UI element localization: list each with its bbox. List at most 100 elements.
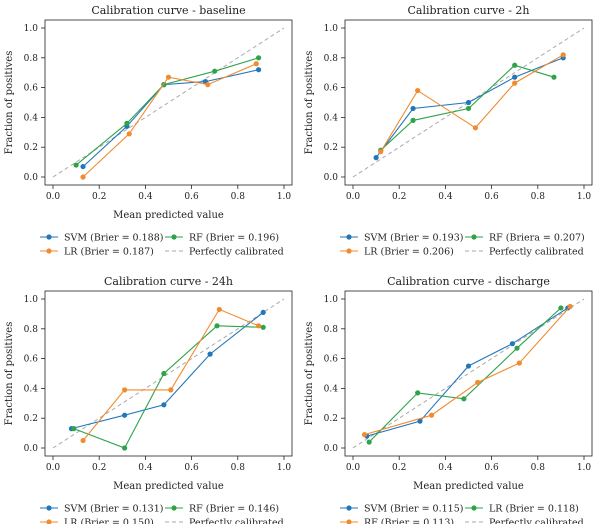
y-tick-label: 0.2 [24, 414, 38, 424]
data-point-lr [428, 412, 435, 418]
legend-marker [46, 234, 52, 240]
x-tick-label: 1.0 [577, 463, 592, 473]
data-point-lr [80, 174, 86, 180]
legend-label: LR (Brier = 0.150) [64, 518, 154, 524]
plot-frame [344, 19, 593, 186]
data-point-svm [465, 99, 472, 106]
series-line-lr [82, 308, 259, 441]
y-tick-label: 0.6 [324, 84, 339, 94]
data-point-lr [168, 387, 174, 393]
chart-title: Calibration curve - 24h [104, 275, 233, 288]
data-point-rf [512, 62, 518, 68]
data-point-rf [410, 117, 416, 123]
data-point-rf [212, 68, 218, 74]
x-tick-label: 0.4 [438, 192, 453, 202]
data-point-lr [378, 149, 384, 155]
data-point-rf [73, 162, 79, 168]
data-point-lr [415, 87, 421, 94]
y-axis-label: Fraction of positives [4, 51, 15, 155]
x-tick-label: 0.6 [184, 463, 199, 473]
x-axis-label: Mean predicted value [413, 481, 524, 492]
y-tick-label: 0.0 [324, 444, 339, 454]
legend-marker [471, 505, 477, 511]
data-point-rf [514, 345, 520, 351]
data-point-lr [126, 131, 132, 137]
y-tick-label: 0.2 [324, 143, 338, 153]
legend-marker [171, 505, 177, 511]
x-tick-label: 0.6 [484, 463, 499, 473]
y-tick-label: 0.0 [324, 173, 339, 183]
legend-label: LR (Brier = 0.187) [64, 247, 154, 258]
y-tick-label: 1.0 [24, 24, 39, 34]
x-tick-label: 0.4 [138, 463, 153, 473]
legend-label: LR (Brier = 0.206) [364, 247, 454, 258]
legend-marker [346, 519, 352, 524]
legend-item: Perfectly calibrated [165, 247, 284, 258]
legend-label: SVM (Brier = 0.131) [64, 504, 163, 515]
y-tick-label: 0.4 [324, 113, 339, 123]
legend-marker [46, 248, 52, 254]
data-point-rf [465, 105, 472, 112]
legend-item: SVM (Brier = 0.193) [340, 233, 463, 244]
legend-label: Perfectly calibrated [489, 518, 584, 524]
data-point-rf [161, 370, 167, 377]
x-axis-label: Mean predicted value [113, 210, 224, 221]
legend-item: LR (Brier = 0.118) [465, 504, 579, 515]
legend-label: RF (Briera = 0.207) [489, 233, 585, 244]
data-point-lr [516, 360, 522, 366]
legend-label: SVM (Brier = 0.188) [64, 233, 163, 244]
y-tick-label: 0.8 [324, 54, 339, 64]
data-point-lr [512, 80, 518, 86]
x-tick-label: 0.4 [138, 192, 153, 202]
legend-marker [346, 248, 352, 254]
y-tick-label: 0.8 [324, 325, 339, 335]
data-point-lr [165, 74, 172, 80]
x-tick-label: 0.2 [92, 192, 106, 202]
legend-item: LR (Brier = 0.150) [40, 518, 154, 524]
legend-item: RF (Brier = 0.196) [165, 233, 279, 244]
data-point-rf [415, 390, 421, 396]
legend-label: RF (Brier = 0.196) [189, 233, 279, 244]
plot-frame [344, 290, 593, 457]
x-tick-label: 0.2 [392, 192, 406, 202]
data-point-rf [255, 55, 262, 61]
chart-title: Calibration curve - discharge [387, 275, 550, 288]
y-tick-label: 0.8 [24, 54, 39, 64]
x-tick-label: 1.0 [577, 192, 592, 202]
data-point-rf [558, 305, 564, 311]
x-tick-label: 0.0 [46, 463, 61, 473]
y-axis-label: Fraction of positives [304, 322, 315, 426]
calibration-panel-0: Calibration curve - baseline 0.0 0.2 0.4 0.6… [4, 4, 293, 258]
data-point-rf [461, 396, 467, 402]
data-point-lr [560, 52, 566, 58]
x-tick-label: 0.8 [231, 463, 246, 473]
y-tick-label: 1.0 [324, 24, 339, 34]
legend-marker [471, 234, 477, 240]
legend-marker [346, 505, 352, 511]
perfect-calibration-line [352, 298, 585, 449]
x-tick-label: 0.4 [438, 463, 453, 473]
y-tick-label: 1.0 [24, 295, 39, 305]
y-axis-label: Fraction of positives [4, 322, 15, 426]
data-point-lr [216, 306, 222, 313]
data-point-svm [512, 74, 518, 80]
y-tick-label: 0.6 [324, 355, 339, 365]
data-point-lr [205, 82, 211, 88]
data-point-rf [214, 323, 220, 329]
y-tick-label: 0.8 [24, 325, 39, 335]
data-point-rf [124, 120, 130, 126]
y-tick-label: 0.2 [24, 143, 38, 153]
data-point-rf [366, 439, 372, 445]
legend-label: SVM (Brier = 0.115) [364, 504, 463, 515]
legend-marker [46, 519, 52, 524]
y-axis-label: Fraction of positives [304, 51, 315, 155]
data-point-rf [71, 426, 77, 432]
data-point-svm [410, 105, 416, 112]
legend-marker [346, 234, 352, 240]
calibration-panel-3: Calibration curve - discharge 0.0 0.2 0.4 0.… [304, 275, 593, 524]
series-line-rf [73, 325, 264, 449]
x-tick-label: 0.2 [92, 463, 106, 473]
y-tick-label: 0.6 [24, 355, 39, 365]
data-point-rf [260, 324, 266, 330]
